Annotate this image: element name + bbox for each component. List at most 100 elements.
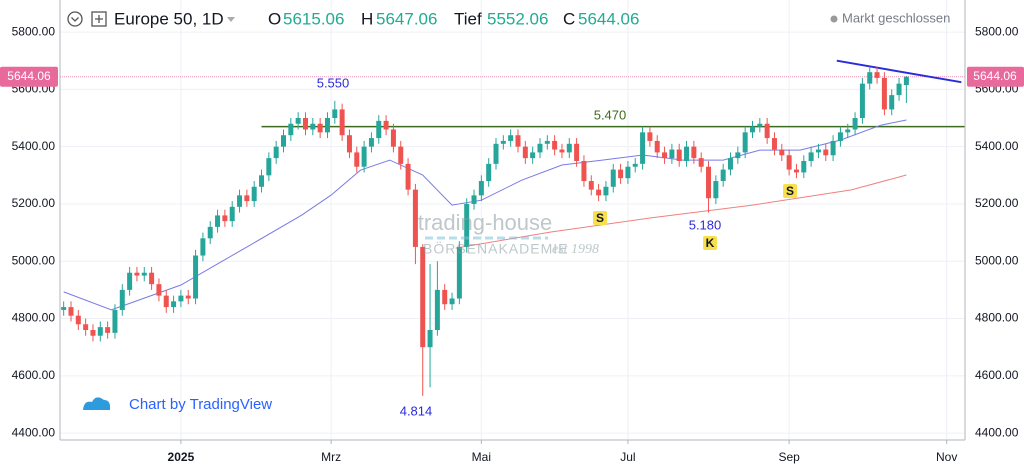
candle-body	[412, 189, 418, 247]
dropdown[interactable]	[227, 17, 235, 22]
candle-body	[281, 135, 287, 147]
candle-body	[324, 118, 330, 133]
chevron	[71, 17, 79, 22]
candle-body	[141, 272, 147, 276]
y-tick-label: 5000.00	[975, 253, 1019, 267]
candle-body	[603, 186, 609, 196]
candle-body	[793, 169, 799, 173]
annotation: 5.470	[594, 107, 627, 122]
y-tick-label: 5200.00	[12, 196, 56, 210]
candle-body	[552, 140, 558, 150]
candle-body	[471, 195, 477, 204]
candle-body	[149, 272, 155, 285]
status-dot	[830, 15, 838, 23]
candle-body	[654, 140, 660, 153]
candle-body	[852, 118, 858, 130]
market-status: Markt geschlossen	[842, 10, 950, 25]
candle-body	[647, 132, 653, 141]
x-tick-label: Nov	[936, 450, 957, 464]
candle-body	[200, 238, 206, 256]
candle-body	[119, 289, 125, 310]
candle-body	[830, 140, 836, 156]
candle-body	[83, 324, 89, 330]
candle-body	[178, 295, 184, 302]
add-icon[interactable]	[91, 11, 107, 27]
candle-body	[574, 143, 580, 161]
x-tick-label: Mai	[472, 450, 491, 464]
plot	[60, 59, 965, 396]
candle-body	[713, 181, 719, 199]
candle-body	[837, 132, 843, 141]
overlay-line	[836, 59, 962, 84]
watermark-sub: BÖRSENAKADEMIE	[423, 240, 568, 257]
price-badge	[967, 66, 1024, 87]
y-tick-label: 4400.00	[12, 425, 56, 439]
candle-body	[105, 327, 111, 333]
candle-body	[640, 132, 646, 164]
candle-body	[544, 140, 550, 144]
candle-body	[237, 195, 243, 207]
overlay-line	[455, 174, 907, 249]
y-tick-label: 5400.00	[12, 139, 56, 153]
candle-body	[610, 169, 616, 187]
ohlc-label: C	[563, 9, 575, 28]
candle-body	[669, 149, 675, 159]
candle-body	[522, 146, 528, 159]
y-tick-label: 5800.00	[975, 24, 1019, 38]
y-tick-label: 5200.00	[975, 196, 1019, 210]
header: Europe 50, 1D O 5615.06 H 5647.06 Tief 5…	[67, 9, 950, 28]
x-tick-label: Jul	[620, 450, 635, 464]
x-tick-label: Sep	[778, 450, 800, 464]
candle-body	[163, 295, 169, 308]
candle-body	[112, 309, 118, 333]
ohlc-value: 5615.06	[283, 9, 344, 28]
candle-body	[244, 195, 250, 202]
y-tick-label: 5800.00	[12, 24, 56, 38]
candle-body	[588, 181, 594, 190]
candle-body	[171, 301, 177, 308]
candle-body	[156, 284, 162, 296]
y-tick-label: 4600.00	[975, 368, 1019, 382]
candle-body	[559, 149, 565, 153]
candle-body	[332, 109, 338, 119]
watermark: trading-house BÖRSENAKADEMIE est 1998	[418, 210, 599, 257]
candle-body	[302, 118, 308, 130]
candle-body	[889, 95, 895, 110]
annotation-badge	[593, 211, 607, 225]
candle-body	[530, 152, 536, 159]
candle-body	[786, 155, 792, 170]
candle-body	[764, 123, 770, 139]
candle-body	[706, 166, 712, 199]
credit[interactable]: Chart by TradingView	[78, 386, 272, 422]
price-badge	[0, 66, 58, 87]
candle-body	[874, 72, 880, 78]
collapse-icon[interactable]	[67, 11, 83, 27]
candle-body	[61, 307, 67, 310]
y-tick-label: 4600.00	[12, 368, 56, 382]
candle-body	[259, 175, 265, 187]
candle-body	[566, 143, 572, 153]
candle-body	[346, 135, 352, 153]
candle-body	[478, 181, 484, 196]
credit-text[interactable]: Chart by TradingView	[129, 396, 272, 413]
candle-body	[771, 138, 777, 150]
ohlc-value: 5552.06	[487, 9, 548, 28]
candle-body	[339, 109, 345, 136]
candle-body	[361, 146, 367, 167]
candle-body	[427, 330, 433, 348]
candle-body	[596, 189, 602, 196]
symbol-title[interactable]: Europe 50, 1D	[114, 9, 224, 28]
annotation: S	[786, 184, 794, 198]
y-tick-label: 4400.00	[975, 425, 1019, 439]
candle-body	[222, 215, 228, 222]
candle-body	[508, 135, 514, 141]
y-tick-label: 5400.00	[975, 139, 1019, 153]
candle-body	[390, 129, 396, 147]
ohlc-value: 5644.06	[578, 9, 639, 28]
candle-body	[288, 123, 294, 136]
x-tick-label: Mrz	[321, 450, 341, 464]
candle-body	[185, 295, 191, 299]
ohlc-label: O	[268, 9, 281, 28]
candle-body	[127, 272, 133, 290]
